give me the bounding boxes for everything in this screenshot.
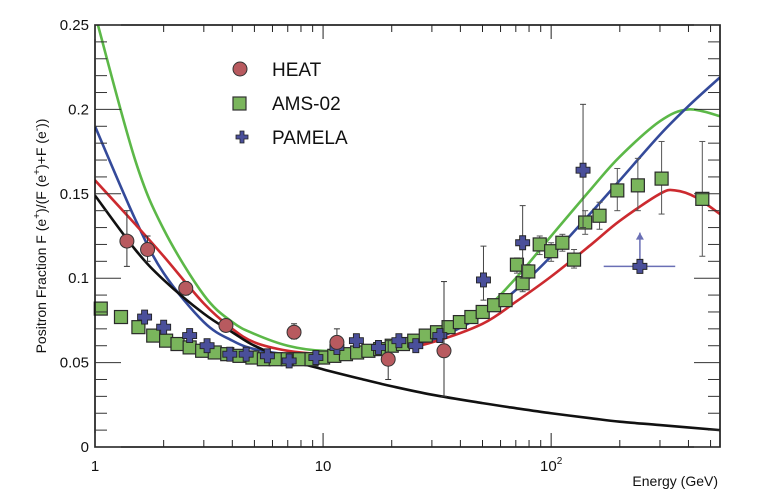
y-tick-label: 0.2 (68, 101, 89, 118)
pamela-point (281, 353, 297, 369)
x-axis-title: Energy (GeV) (632, 473, 718, 489)
pamela-point (156, 319, 172, 335)
heat-point (329, 334, 345, 350)
legend-cross-marker-icon (235, 130, 249, 144)
y-axis-title-sup: + (32, 213, 43, 219)
y-axis-title-part: )+F (e (33, 131, 49, 169)
ams02-point (170, 336, 185, 352)
heat-point (218, 317, 234, 333)
heat-point (436, 343, 452, 359)
y-tick-label: 0.25 (60, 17, 89, 34)
y-axis-title: Positron Fraction F (e+)/(F (e+)+F (e-)) (32, 119, 49, 354)
legend-circle-marker-icon (232, 61, 248, 77)
ams02-point (113, 309, 129, 325)
pamela-point (137, 309, 153, 325)
pamela-point (238, 346, 254, 362)
axis-ticks (94, 24, 720, 448)
x-tick-label: 10 (315, 458, 332, 475)
y-axis-title-part: )) (33, 119, 49, 128)
pamela-point (259, 348, 275, 364)
ams02-point (498, 293, 513, 308)
y-axis-title-part: )/(F (e (33, 175, 49, 213)
pamela-point (199, 338, 215, 354)
pamela-point (391, 333, 407, 349)
y-tick-label: 0.05 (60, 355, 89, 372)
ams02-point (592, 208, 607, 223)
y-axis-title-sup: - (32, 128, 43, 131)
pamela-point (575, 162, 591, 178)
ams02-point (93, 301, 108, 316)
x-tick-label: 1 (91, 458, 99, 475)
pamela-point (371, 339, 386, 355)
ams02-point (555, 235, 570, 250)
pamela-point (632, 258, 648, 274)
heat-point (380, 351, 396, 367)
ams02-point (610, 183, 625, 198)
y-tick-label: 0.15 (60, 186, 89, 203)
lower-limit-arrow-icon (635, 232, 644, 240)
model-black-line (95, 194, 720, 432)
y-axis-title-sup: + (32, 169, 43, 175)
ams02-point (630, 178, 645, 193)
ams02-point (515, 276, 530, 291)
legend-item-heat: HEAT (232, 60, 322, 81)
pamela-point (348, 333, 364, 349)
ams02-point (578, 215, 593, 230)
legend: HEAT AMS-02 PAMELA (232, 60, 348, 149)
heat-point (140, 242, 156, 258)
pamela-point (222, 346, 238, 362)
ams02-point (544, 244, 559, 259)
y-tick-label: 0.1 (68, 270, 89, 287)
heat-point (119, 233, 135, 249)
pamela-point (515, 235, 531, 251)
y-axis-title-part: Positron Fraction F (e (33, 219, 49, 354)
pamela-point (182, 328, 198, 344)
ams02-point (695, 191, 710, 206)
pamela-point (308, 350, 324, 365)
ams02-point (146, 328, 161, 343)
legend-label-heat: HEAT (272, 60, 322, 81)
heat-point (286, 324, 302, 340)
plot-frame (94, 24, 721, 448)
legend-square-marker-icon (232, 96, 247, 111)
ams02-point (654, 171, 669, 186)
legend-item-pamela: PAMELA (235, 128, 348, 149)
pamela-point (408, 338, 424, 354)
data-points (93, 103, 710, 397)
pamela-point (432, 328, 448, 344)
legend-label-pamela: PAMELA (272, 128, 348, 149)
pamela-point (476, 272, 491, 288)
ams02-point (521, 264, 536, 279)
y-tick-label: 0 (81, 439, 89, 456)
x-tick-label-superscript: 2 (557, 456, 563, 467)
ams02-point (566, 252, 582, 267)
legend-item-ams02: AMS-02 (232, 94, 341, 115)
legend-label-ams02: AMS-02 (272, 94, 341, 115)
heat-point (178, 280, 194, 296)
